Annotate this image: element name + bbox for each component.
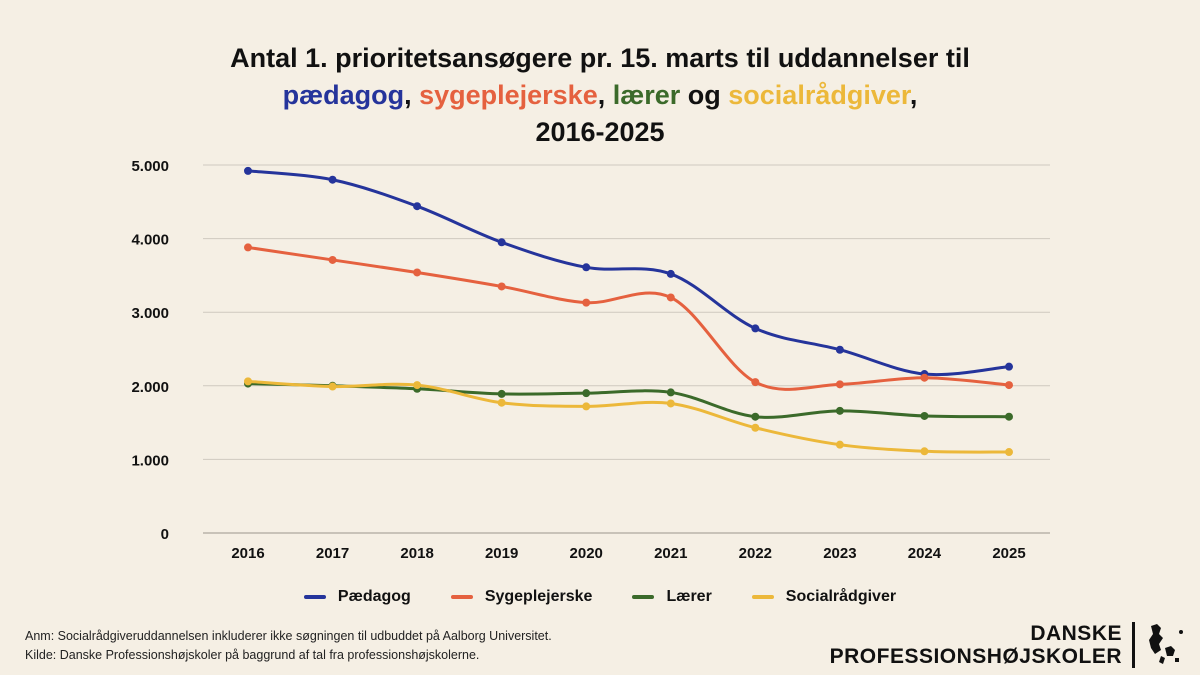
- title-line-3: 2016-2025: [535, 117, 665, 147]
- legend-item: Socialrådgiver: [751, 588, 897, 606]
- y-tick-label: 4.000: [131, 232, 169, 249]
- x-tick-label: 2017: [316, 545, 349, 562]
- legend-label: Sygeplejerske: [484, 588, 593, 605]
- series-line: [246, 169, 1011, 377]
- data-point: [582, 389, 591, 398]
- x-tick-label: 2023: [823, 545, 856, 562]
- data-point: [1005, 362, 1013, 371]
- logo-divider: [1132, 622, 1135, 668]
- series-pædagog: [244, 166, 1013, 379]
- brand-logo: DANSKE PROFESSIONSHØJSKOLER: [830, 622, 1185, 668]
- series-layer: [244, 166, 1013, 457]
- legend-swatch: [450, 595, 473, 599]
- denmark-map-icon: [1149, 624, 1183, 664]
- x-tick-label: 2020: [570, 545, 603, 562]
- title-separator: ,: [597, 80, 613, 110]
- y-tick-label: 0: [161, 526, 169, 543]
- y-tick-label: 5.000: [131, 158, 169, 175]
- data-point: [835, 380, 844, 389]
- logo-line-2: PROFESSIONSHØJSKOLER: [829, 645, 1122, 668]
- data-point: [244, 377, 252, 386]
- data-point: [751, 324, 760, 333]
- data-point: [666, 269, 675, 278]
- title-line-2: pædagog, sygeplejerske, lærer og socialr…: [0, 77, 1200, 114]
- legend-label: Pædagog: [337, 588, 411, 605]
- legend-label: Socialrådgiver: [785, 588, 897, 605]
- data-point: [1005, 448, 1013, 457]
- data-point: [413, 381, 422, 390]
- data-point: [751, 412, 760, 421]
- x-axis-ticks: 2016 2017 2018 2019 2020 2021 2022 2023 2024 2025: [231, 545, 1025, 562]
- data-point: [835, 406, 844, 415]
- title-separator: ,: [909, 80, 918, 110]
- title-separator: og: [680, 80, 729, 110]
- y-axis-ticks: 0 1.000 2.000 3.000 4.000 5.000: [131, 158, 169, 543]
- legend-swatch: [303, 595, 326, 599]
- data-point: [497, 389, 506, 398]
- data-point: [1005, 412, 1013, 421]
- data-point: [413, 268, 422, 277]
- title-word-sygeplejerske: sygeplejerske: [419, 80, 598, 110]
- data-point: [328, 382, 337, 391]
- footnote: Anm: Socialrådgiveruddannelsen inkludere…: [25, 627, 552, 665]
- data-point: [751, 423, 760, 432]
- data-point: [244, 243, 252, 252]
- data-point: [835, 345, 844, 354]
- title-separator: ,: [404, 80, 420, 110]
- x-tick-label: 2024: [908, 545, 942, 562]
- gridlines: [203, 164, 1050, 534]
- x-tick-label: 2025: [992, 545, 1025, 562]
- data-point: [582, 263, 591, 272]
- data-point: [666, 399, 675, 408]
- series-sygeplejerske: [244, 243, 1013, 391]
- title-word-laerer: lærer: [612, 80, 681, 110]
- series-line: [246, 379, 1011, 454]
- legend-item: Sygeplejerske: [450, 588, 593, 606]
- data-point: [582, 402, 591, 411]
- legend: Pædagog Sygeplejerske Lærer Socialrådgiver: [0, 588, 1200, 606]
- data-point: [497, 238, 506, 247]
- legend-item: Lærer: [632, 588, 712, 606]
- series-line: [246, 245, 1011, 391]
- footnote-source: Kilde: Danske Professionshøjskoler på ba…: [25, 648, 480, 662]
- title-word-socialraadgiver: socialrådgiver: [728, 80, 910, 110]
- data-point: [497, 398, 506, 407]
- y-tick-label: 2.000: [131, 379, 169, 396]
- footnote-note: Anm: Socialrådgiveruddannelsen inkludere…: [25, 629, 552, 643]
- data-point: [920, 411, 929, 420]
- data-point: [835, 440, 844, 449]
- data-point: [920, 447, 929, 456]
- y-tick-label: 1.000: [131, 452, 169, 469]
- data-point: [666, 388, 675, 397]
- logo-text: DANSKE PROFESSIONSHØJSKOLER: [830, 622, 1122, 668]
- y-tick-label: 3.000: [131, 305, 169, 322]
- legend-swatch: [632, 595, 655, 599]
- x-tick-label: 2019: [485, 545, 518, 562]
- legend-item: Pædagog: [303, 588, 411, 606]
- data-point: [1005, 381, 1013, 390]
- x-tick-label: 2016: [231, 545, 264, 562]
- x-tick-label: 2022: [739, 545, 772, 562]
- x-tick-label: 2021: [654, 545, 687, 562]
- legend-label: Lærer: [666, 588, 712, 605]
- data-point: [920, 373, 929, 382]
- title-word-paedagog: pædagog: [282, 80, 405, 110]
- data-point: [497, 282, 506, 291]
- title-line-1: Antal 1. prioritetsansøgere pr. 15. mart…: [230, 43, 970, 73]
- series-line: [246, 382, 1011, 419]
- x-tick-label: 2018: [400, 545, 433, 562]
- data-point: [413, 202, 422, 211]
- data-point: [666, 293, 675, 302]
- data-point: [244, 166, 252, 175]
- logo-line-1: DANSKE: [1030, 622, 1122, 645]
- data-point: [751, 378, 760, 387]
- series-socialrådgiver: [244, 377, 1013, 457]
- data-point: [328, 255, 337, 264]
- data-point: [328, 175, 337, 184]
- chart-title: Antal 1. prioritetsansøgere pr. 15. mart…: [0, 40, 1200, 151]
- data-point: [582, 298, 591, 307]
- legend-swatch: [751, 595, 774, 599]
